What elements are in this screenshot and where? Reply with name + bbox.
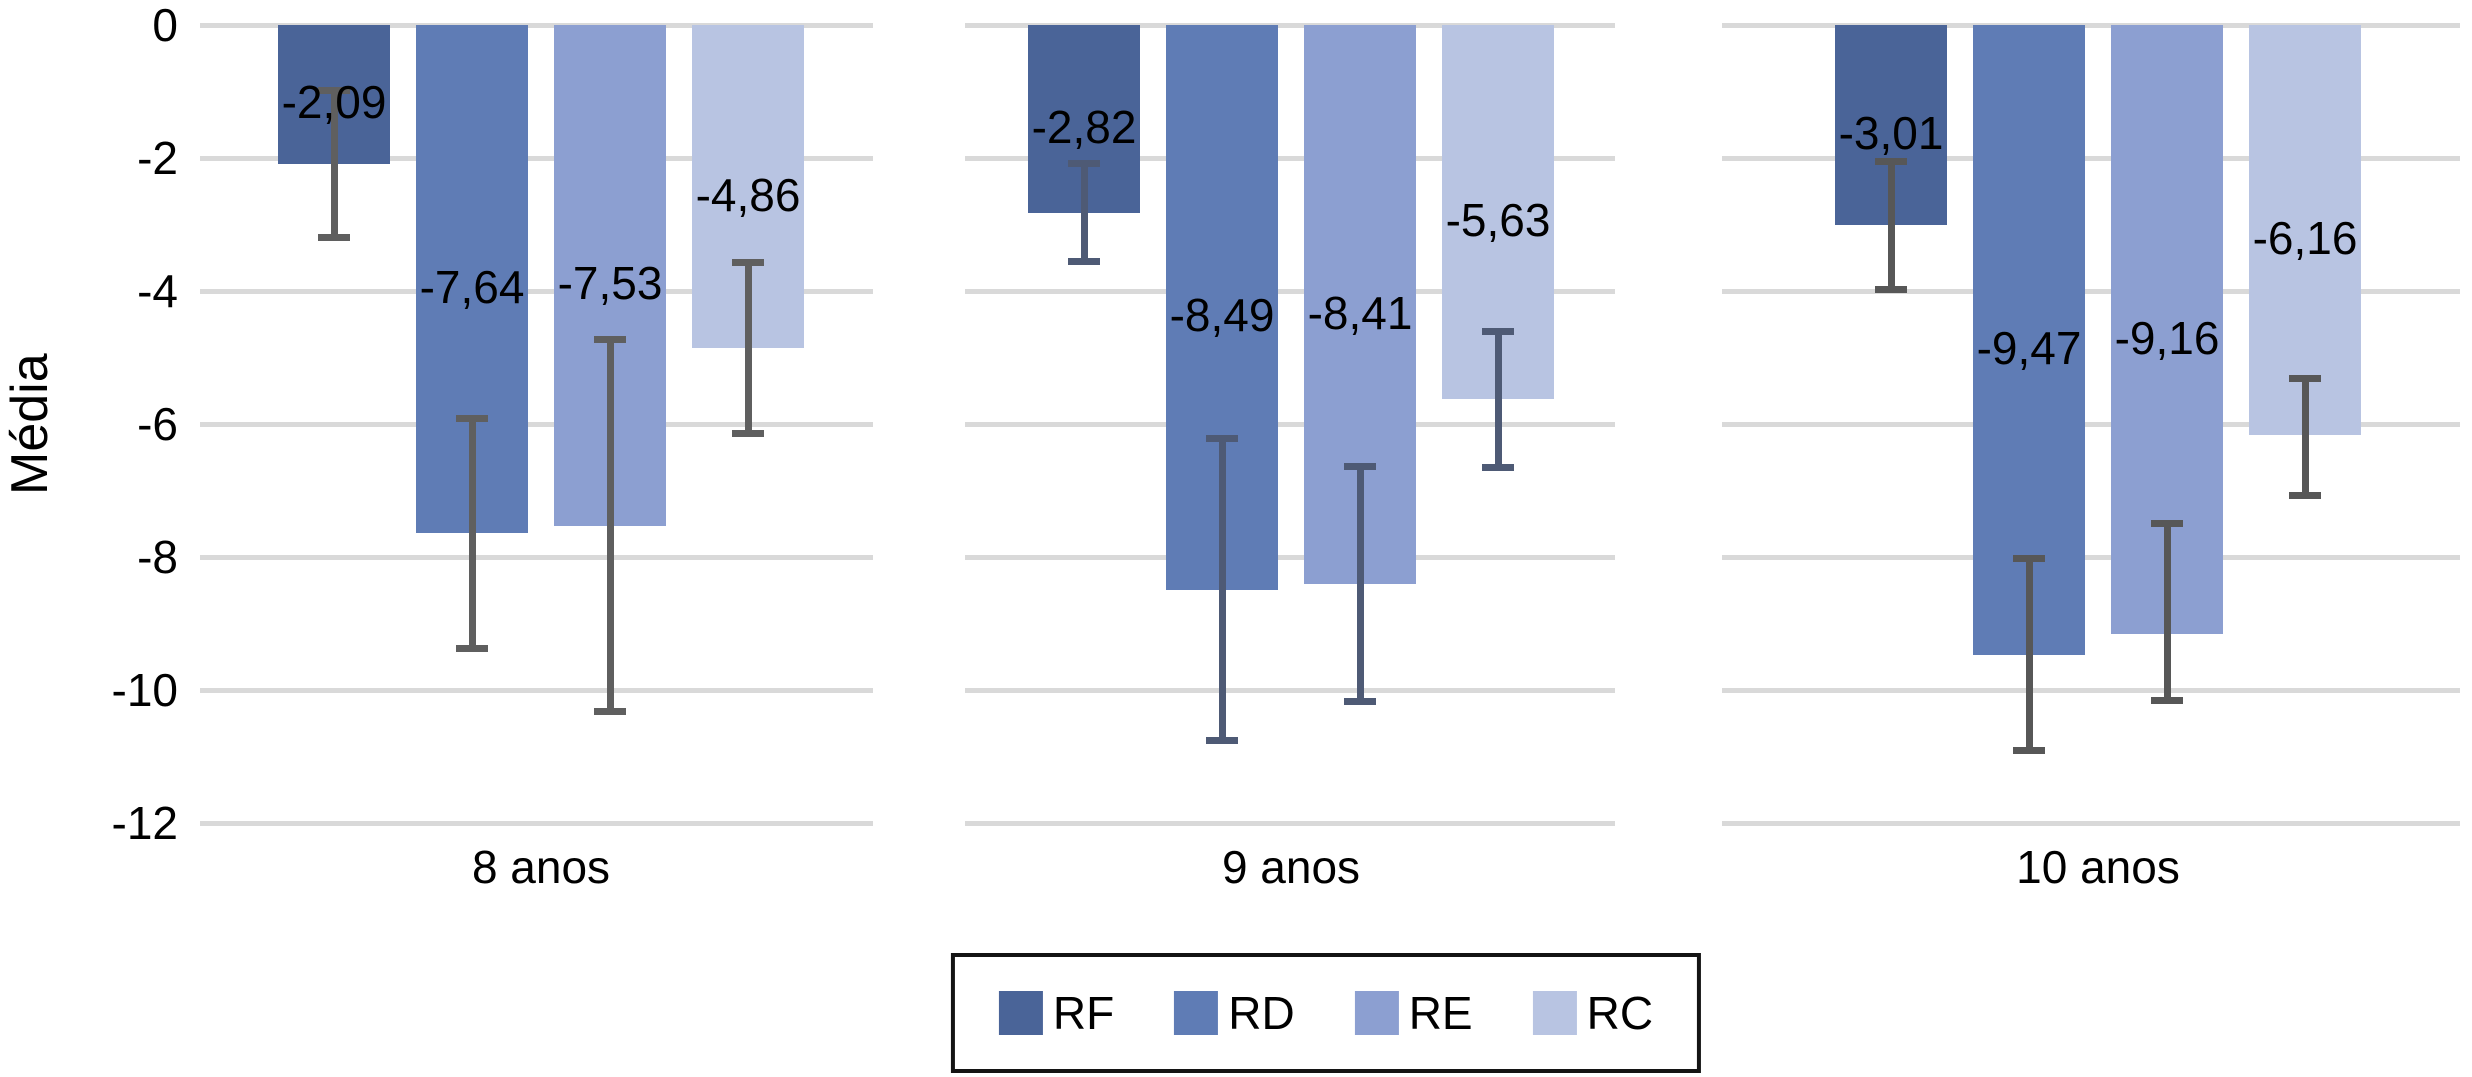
gridline (965, 688, 1615, 693)
error-cap-top-RC (2289, 374, 2321, 382)
data-label-RC-8-anos: -4,86 (695, 168, 801, 221)
legend: RF RD RE RC (950, 953, 1702, 1073)
gridline (200, 289, 873, 294)
error-cap-bottom-RC (1482, 463, 1514, 471)
gridline (200, 23, 873, 28)
gridline (1722, 289, 2460, 294)
data-label-RF-8-anos: -2,09 (281, 76, 387, 129)
legend-swatch-RF (998, 991, 1043, 1035)
error-cap-bottom-RE (2151, 697, 2183, 705)
error-bar-RF (1887, 161, 1895, 289)
gridline (1722, 555, 2460, 560)
legend-swatch-RD (1174, 991, 1219, 1035)
error-cap-bottom-RC (732, 430, 764, 438)
category-label-10-anos: 10 anos (2016, 841, 2180, 893)
error-bar-RC (744, 262, 752, 434)
error-cap-top-RC (732, 258, 764, 266)
error-bar-RC (2301, 378, 2309, 496)
y-tick-label--8: -8 (137, 531, 178, 583)
y-tick-label--2: -2 (137, 132, 178, 184)
legend-swatch-RE (1354, 991, 1399, 1035)
gridline (965, 422, 1615, 427)
error-cap-bottom-RD (1206, 737, 1238, 745)
data-label-RD-10-anos: -9,47 (1976, 321, 2082, 374)
error-cap-bottom-RE (594, 708, 626, 716)
gridline (1722, 23, 2460, 28)
error-bar-RC (1494, 331, 1502, 468)
data-label-RF-9-anos: -2,82 (1031, 100, 1137, 153)
legend-item-RF: RF (998, 986, 1115, 1040)
error-cap-bottom-RF (1875, 285, 1907, 293)
error-cap-top-RF (1875, 157, 1907, 165)
gridline (1722, 156, 2460, 161)
error-bar-RD (1218, 438, 1226, 741)
legend-item-RC: RC (1532, 986, 1654, 1040)
gridline (200, 555, 873, 560)
error-cap-top-RD (2013, 555, 2045, 563)
legend-label-RD: RD (1228, 987, 1295, 1039)
gridline (965, 156, 1615, 161)
error-cap-top-RD (1206, 435, 1238, 443)
error-cap-bottom-RF (318, 233, 350, 241)
error-cap-bottom-RC (2289, 492, 2321, 500)
error-cap-top-RD (456, 414, 488, 422)
gridline (1722, 688, 2460, 693)
bar-RC-10-anos (2249, 25, 2361, 435)
data-label-RC-10-anos: -6,16 (2252, 211, 2358, 264)
legend-swatch-RC (1532, 991, 1577, 1035)
y-tick-label-0: 0 (152, 0, 178, 51)
error-bar-RD (2025, 558, 2033, 751)
error-bar-RE (606, 339, 614, 712)
legend-label-RE: RE (1408, 987, 1473, 1039)
error-bar-RE (1356, 466, 1364, 702)
data-label-RD-9-anos: -8,49 (1169, 289, 1275, 342)
error-cap-top-RF (1068, 160, 1100, 168)
gridline (1722, 821, 2460, 826)
y-tick-label--4: -4 (137, 265, 178, 317)
category-label-8-anos: 8 anos (471, 841, 611, 893)
bar-RD-10-anos (1973, 25, 2085, 655)
error-cap-top-RE (2151, 520, 2183, 528)
error-cap-bottom-RF (1068, 257, 1100, 265)
error-cap-top-RE (1344, 463, 1376, 471)
gridline (965, 23, 1615, 28)
gridline (200, 156, 873, 161)
gridline (965, 821, 1615, 826)
legend-item-RE: RE (1354, 986, 1473, 1040)
error-bar-RD (468, 418, 476, 649)
y-tick-label--6: -6 (137, 398, 178, 450)
data-label-RF-10-anos: -3,01 (1838, 107, 1944, 160)
error-bar-RE (2163, 523, 2171, 701)
gridline (200, 422, 873, 427)
gridline (200, 688, 873, 693)
category-label-9-anos: 9 anos (1221, 841, 1361, 893)
y-tick-label--10: -10 (111, 664, 178, 716)
data-label-RE-10-anos: -9,16 (2114, 311, 2220, 364)
error-cap-bottom-RD (2013, 747, 2045, 754)
gridline (965, 289, 1615, 294)
gridline (1722, 422, 2460, 427)
data-label-RD-8-anos: -7,64 (419, 261, 525, 314)
error-cap-bottom-RE (1344, 698, 1376, 706)
error-cap-bottom-RD (456, 644, 488, 652)
legend-label-RC: RC (1586, 987, 1654, 1039)
gridline (965, 555, 1615, 560)
error-cap-top-RC (1482, 328, 1514, 336)
error-cap-top-RE (594, 336, 626, 344)
error-cap-top-RF (318, 87, 350, 95)
legend-item-RD: RD (1174, 986, 1295, 1040)
data-label-RC-9-anos: -5,63 (1445, 194, 1551, 247)
data-label-RE-9-anos: -8,41 (1307, 286, 1413, 339)
gridline (200, 821, 873, 826)
y-tick-label--12: -12 (111, 797, 178, 849)
data-label-RE-8-anos: -7,53 (557, 257, 663, 310)
error-bar-RF (1080, 163, 1088, 262)
error-bar-RF (330, 90, 338, 238)
legend-label-RF: RF (1052, 987, 1115, 1039)
